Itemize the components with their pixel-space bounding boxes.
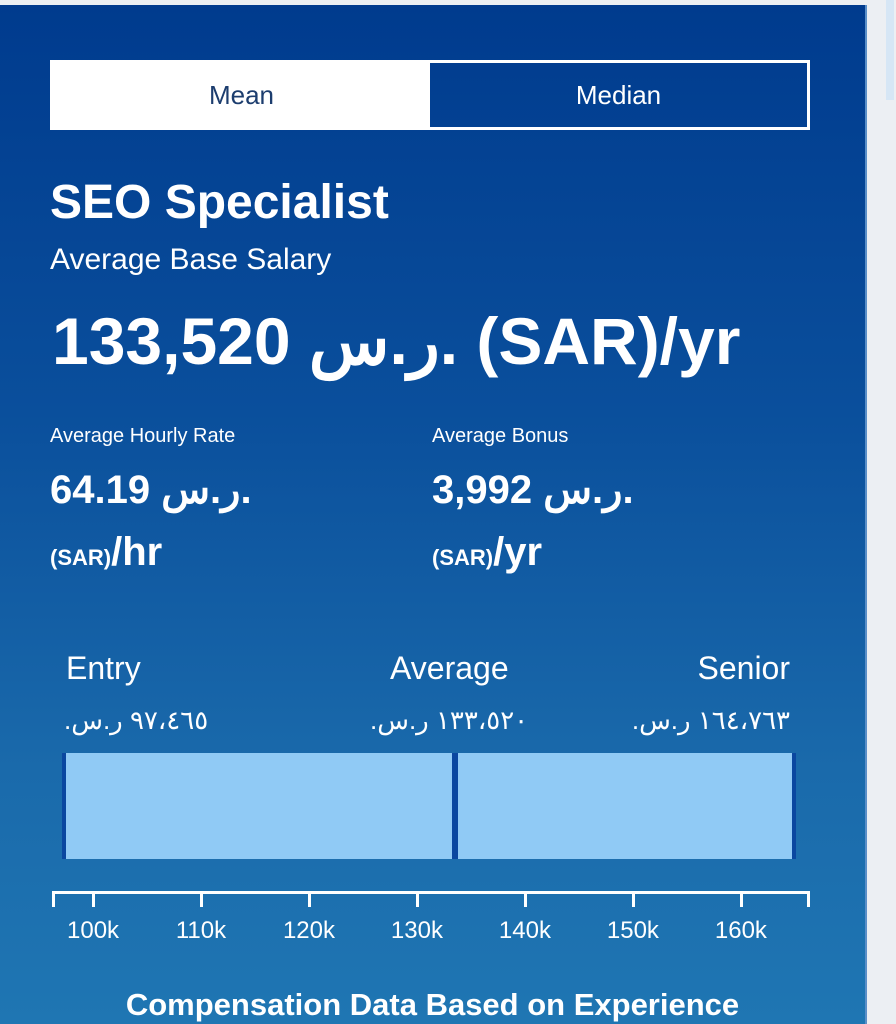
hourly-label: Average Hourly Rate xyxy=(50,425,236,447)
hourly-value: 64.19 ر.س. xyxy=(50,468,252,512)
axis-end-left xyxy=(52,893,55,907)
axis-tick-label: 140k xyxy=(498,917,551,944)
average-marker xyxy=(451,753,458,859)
hourly-unit: (SAR)/hr xyxy=(50,530,162,575)
axis-tick-label: 110k xyxy=(175,917,227,944)
mean-median-toggle: Mean Median xyxy=(50,60,810,130)
average-label: Average xyxy=(390,650,509,686)
axis-tick-label: 160k xyxy=(714,917,767,944)
section-heading: Compensation Data Based on Experience xyxy=(125,987,740,1022)
axis-tick xyxy=(92,893,96,907)
bar-entry-to-average xyxy=(65,753,452,859)
senior-edge xyxy=(792,753,797,859)
scrollbar[interactable] xyxy=(886,0,894,100)
axis-line xyxy=(52,891,810,894)
entry-label: Entry xyxy=(66,650,141,686)
bonus-unit-period: /yr xyxy=(493,530,543,574)
axis-tick xyxy=(415,893,419,907)
axis-tick-label: 150k xyxy=(606,917,659,944)
axis-tick xyxy=(631,893,635,907)
axis-tick xyxy=(200,893,203,907)
bonus-label: Average Bonus xyxy=(432,425,569,447)
hourly-unit-period: /hr xyxy=(111,530,163,574)
entry-edge xyxy=(61,753,66,859)
axis-tick-label: 100k xyxy=(67,917,120,944)
axis-end-right xyxy=(807,893,810,907)
base-salary: 133,520 ر.س. (SAR)/yr xyxy=(52,304,741,378)
bonus-unit-code: (SAR) xyxy=(432,545,494,570)
job-title: SEO Specialist xyxy=(50,176,389,229)
mean-tab[interactable]: Mean xyxy=(53,63,430,127)
axis-tick xyxy=(523,893,527,907)
axis-tick-label: 120k xyxy=(282,917,336,944)
axis-tick xyxy=(739,893,743,907)
entry-value: ٩٧،٤٦٥ ر.س. xyxy=(64,705,209,735)
hourly-unit-code: (SAR) xyxy=(50,545,112,570)
subtitle: Average Base Salary xyxy=(50,243,332,276)
axis-tick xyxy=(307,893,311,907)
axis-tick-label: 130k xyxy=(390,917,443,944)
bonus-value: 3,992 ر.س. xyxy=(432,468,634,512)
median-tab[interactable]: Median xyxy=(575,79,662,110)
average-value: ١٣٣،٥٢٠ ر.س. xyxy=(370,705,529,735)
bonus-unit: (SAR)/yr xyxy=(432,530,542,575)
bar-average-to-senior xyxy=(457,753,793,859)
senior-label: Senior xyxy=(697,650,791,686)
salary-panel: Mean Median SEO Specialist Average Base … xyxy=(0,5,867,1024)
senior-value: ١٦٤،٧٦٣ ر.س. xyxy=(631,705,790,735)
